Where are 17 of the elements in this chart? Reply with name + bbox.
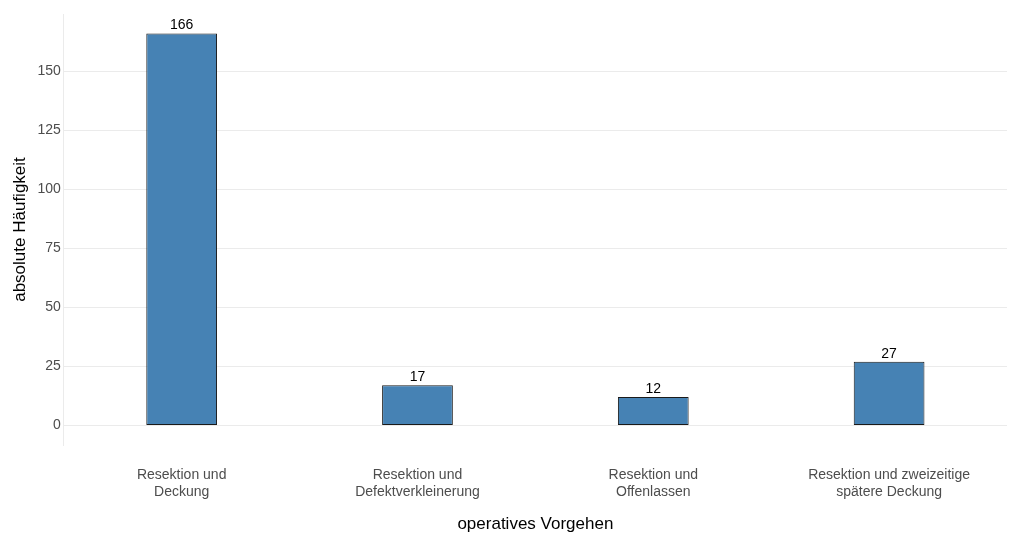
x-tick-label: Resektion und Deckung [136, 466, 227, 500]
data-label: 166 [169, 16, 194, 33]
data-label: 27 [881, 344, 898, 361]
data-label: 17 [409, 368, 426, 385]
y-tick-label: 150 [37, 62, 61, 79]
y-axis-title: absolute Häufigkeit [9, 156, 29, 302]
x-tick-label: Resektion und Offenlassen [608, 466, 699, 500]
y-tick-label: 0 [52, 416, 61, 433]
y-tick-label: 25 [45, 357, 61, 374]
data-label: 12 [645, 379, 662, 396]
y-tick-label: 50 [45, 298, 61, 315]
y-tick-label: 75 [45, 239, 61, 256]
x-axis-title: operatives Vorgehen [457, 514, 614, 534]
x-tick-label: Resektion und zweizeitige spätere Deckung [808, 466, 971, 500]
y-tick-label: 125 [37, 121, 61, 138]
y-tick-label: 100 [37, 180, 61, 197]
x-tick-label: Resektion und Defektverkleinerung [355, 466, 480, 500]
